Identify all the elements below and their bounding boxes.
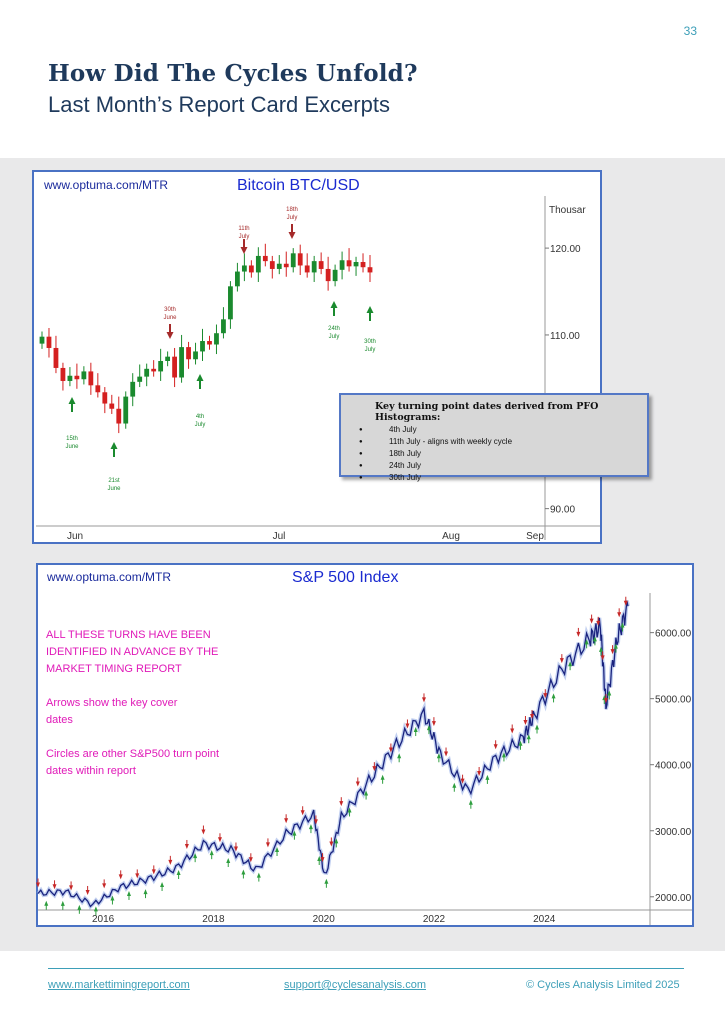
footer-copyright: © Cycles Analysis Limited 2025: [526, 979, 680, 991]
key-box-item: 11th July - aligns with weekly cycle: [359, 436, 647, 448]
spx-note-3: Circles are other S&P500 turn point date…: [46, 748, 220, 777]
key-box-item: 30th July: [359, 472, 647, 484]
btc-chart-panel: [32, 170, 602, 544]
key-box-item: 4th July: [359, 424, 647, 436]
spx-note-2: Arrows show the key cover dates: [46, 697, 178, 726]
page-subtitle: Last Month’s Report Card Excerpts: [48, 92, 390, 117]
key-box-heading: Key turning point dates derived from PFO…: [375, 401, 599, 423]
footer-website-link[interactable]: www.markettimingreport.com: [48, 979, 190, 991]
page-number: 33: [683, 24, 697, 38]
spx-chart-panel: [36, 563, 694, 927]
btc-chart-title: Bitcoin BTC/USD: [237, 177, 360, 194]
key-box-list: 4th July 11th July - aligns with weekly …: [341, 424, 647, 484]
btc-source-url: www.optuma.com/MTR: [44, 178, 169, 192]
spx-note-1: ALL THESE TURNS HAVE BEEN IDENTIFIED IN …: [46, 629, 219, 675]
footer-divider: [48, 968, 684, 969]
turning-points-key-box: Key turning point dates derived from PFO…: [339, 393, 649, 484]
page-title: How Did The Cycles Unfold?: [48, 60, 418, 87]
spx-chart-title: S&P 500 Index: [292, 569, 399, 586]
spx-source-url: www.optuma.com/MTR: [47, 570, 172, 584]
key-box-item: 18th July: [359, 448, 647, 460]
key-box-item: 24th July: [359, 460, 647, 472]
footer-email-link[interactable]: support@cyclesanalysis.com: [284, 979, 426, 991]
